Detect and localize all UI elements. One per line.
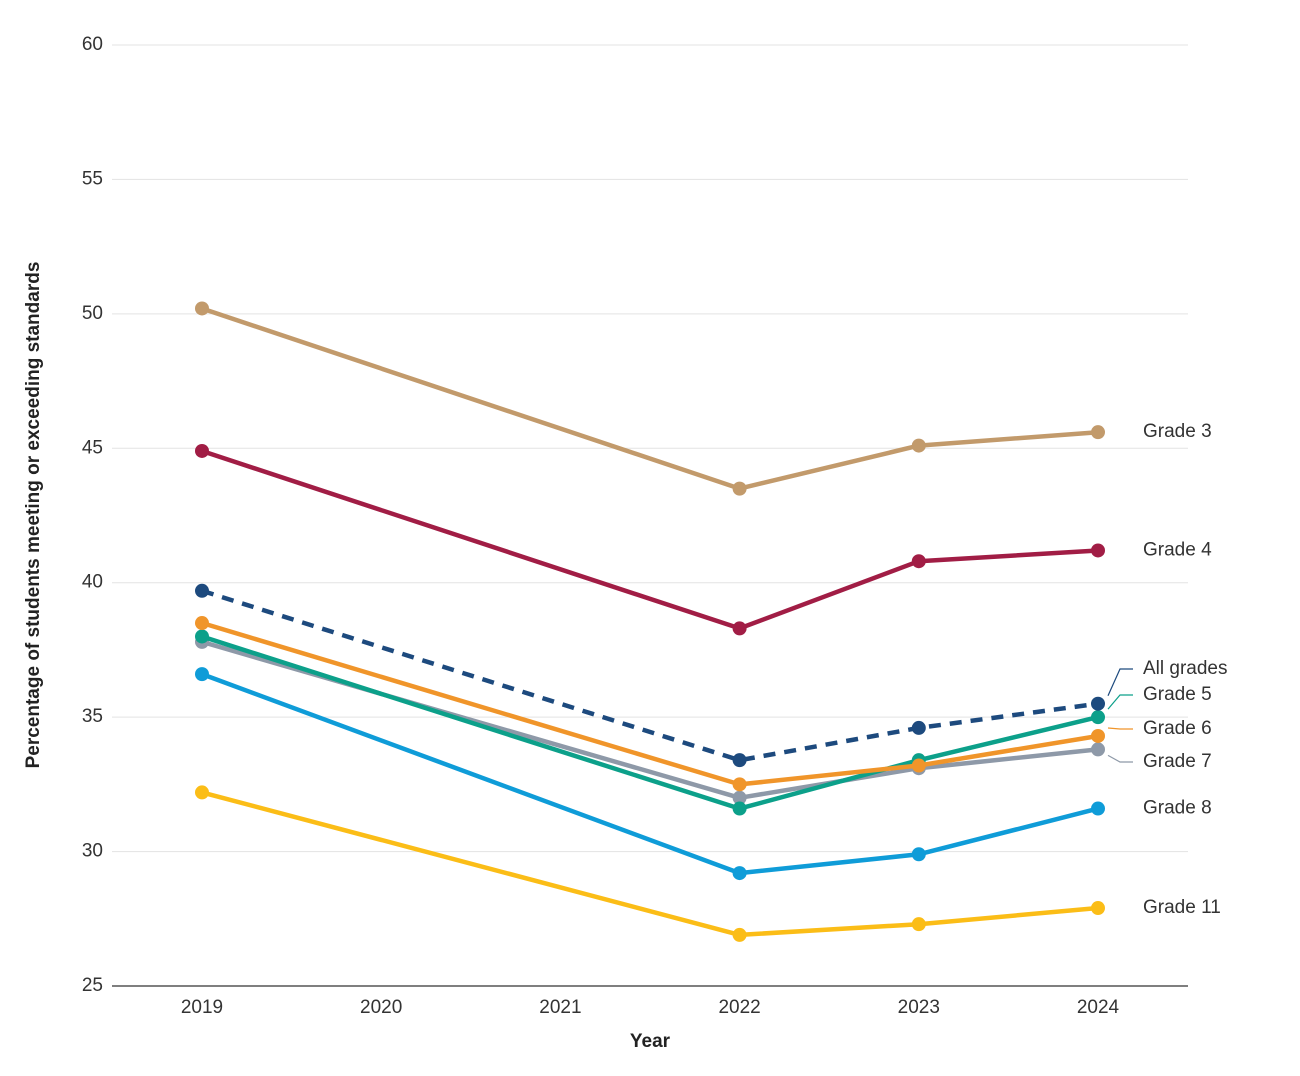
data-point-grade-4 (732, 621, 747, 636)
series-grade-3 (195, 301, 1105, 496)
series-label-grade-4: Grade 4 (1143, 539, 1212, 560)
y-axis-title: Percentage of students meeting or exceed… (23, 262, 44, 769)
data-point-grade-6 (732, 777, 747, 792)
series-line-grade-6 (199, 620, 1101, 787)
series-lines (195, 301, 1105, 942)
label-leader-grade-5 (1107, 694, 1133, 710)
series-label-grade-8: Grade 8 (1143, 798, 1212, 819)
data-point-grade-5 (195, 629, 209, 644)
x-tick-label: 2019 (181, 997, 223, 1018)
x-tick-label: 2024 (1077, 997, 1120, 1018)
series-grade-8 (195, 667, 1105, 881)
data-point-grade-6 (195, 616, 209, 631)
series-label-grade-3: Grade 3 (1143, 421, 1212, 442)
x-tick-label: 2023 (898, 997, 940, 1018)
series-line-grade-11 (199, 790, 1101, 938)
y-tick-label: 25 (82, 975, 103, 996)
data-point-grade-8 (732, 866, 747, 881)
series-grade-11 (195, 785, 1105, 942)
data-point-grade-11 (732, 927, 747, 942)
data-point-all-grades (732, 753, 747, 768)
series-line-grade-5 (199, 634, 1101, 811)
gridlines (112, 44, 1188, 853)
y-tick-label: 45 (82, 437, 103, 458)
series-all-grades (195, 583, 1105, 768)
series-label-all-grades: All grades (1143, 658, 1228, 679)
data-point-grade-3 (1091, 425, 1105, 440)
data-point-grade-5 (732, 801, 747, 816)
series-label-grade-5: Grade 5 (1143, 684, 1212, 705)
data-point-grade-4 (195, 443, 209, 458)
series-grade-4 (195, 443, 1105, 636)
x-axis-title: Year (630, 1031, 671, 1052)
data-point-grade-8 (911, 847, 926, 862)
data-point-grade-6 (911, 758, 926, 773)
x-tick-label: 2021 (539, 997, 581, 1018)
series-label-grade-11: Grade 11 (1143, 897, 1221, 918)
series-label-grade-7: Grade 7 (1143, 751, 1212, 772)
series-label-grade-6: Grade 6 (1143, 718, 1212, 739)
data-point-grade-6 (1091, 728, 1105, 743)
y-tick-label: 50 (82, 303, 103, 324)
series-labels: Grade 3 Grade 4 All grades Grade 5 Grade 6 Gr… (1107, 421, 1228, 918)
data-point-grade-8 (1091, 801, 1105, 816)
x-axis-ticks: 2019 2020 2021 2022 2023 2024 (181, 997, 1120, 1018)
label-leader-grade-7 (1107, 754, 1133, 763)
data-point-grade-8 (195, 667, 209, 682)
y-tick-label: 35 (82, 706, 103, 727)
data-point-all-grades (911, 720, 926, 735)
y-tick-label: 55 (82, 168, 103, 189)
data-point-all-grades (195, 583, 209, 598)
series-line-grade-4 (199, 448, 1101, 631)
label-leader-grade-6 (1107, 727, 1133, 730)
data-point-grade-5 (1091, 710, 1105, 725)
data-point-grade-4 (1091, 543, 1105, 558)
data-point-grade-11 (195, 785, 209, 800)
data-point-grade-4 (911, 554, 926, 569)
label-leader-all-grades (1107, 668, 1133, 696)
data-point-all-grades (1091, 696, 1105, 711)
data-point-grade-11 (911, 917, 926, 932)
y-tick-label: 60 (82, 34, 103, 55)
series-line-all-grades (201, 588, 1099, 763)
data-point-grade-11 (1091, 901, 1105, 916)
x-tick-label: 2022 (718, 997, 760, 1018)
series-grade-6 (195, 616, 1105, 792)
y-axis-ticks: 25 30 35 40 45 50 55 60 (82, 34, 103, 996)
data-point-grade-7 (732, 790, 747, 805)
data-point-grade-3 (911, 438, 926, 453)
data-point-grade-3 (195, 301, 209, 316)
y-tick-label: 30 (82, 841, 103, 862)
x-tick-label: 2020 (360, 997, 402, 1018)
data-point-grade-7 (1091, 742, 1105, 757)
data-point-grade-3 (732, 481, 747, 496)
series-line-grade-8 (199, 671, 1101, 876)
series-line-grade-3 (199, 306, 1101, 491)
y-tick-label: 40 (82, 572, 103, 593)
